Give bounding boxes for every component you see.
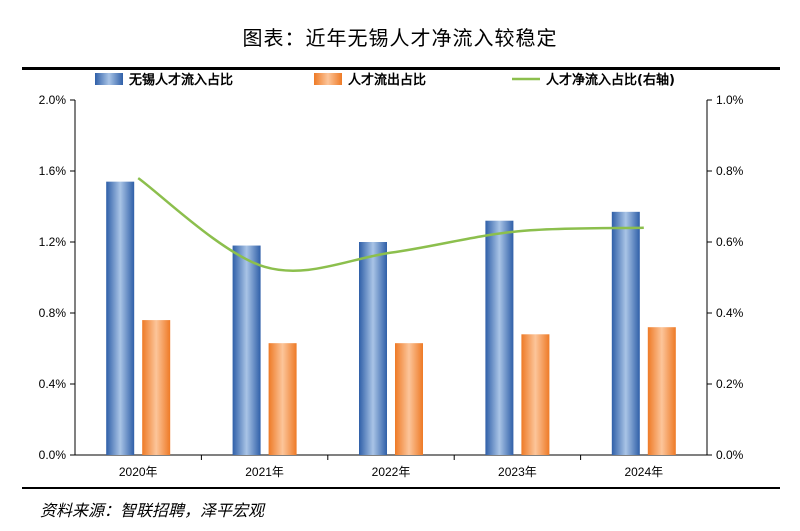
x-tick-label: 2023年 [498, 465, 537, 479]
bar-inflow [485, 220, 514, 455]
bar-outflow [647, 327, 676, 455]
x-tick-label: 2021年 [245, 465, 284, 479]
bar-inflow [106, 181, 135, 455]
legend-label-outflow: 人才流出占比 [348, 72, 426, 88]
y-right-tick-label: 0.8% [716, 164, 744, 178]
bar-outflow [521, 334, 550, 455]
y-right-tick-label: 0.4% [716, 306, 744, 320]
y-left-tick-label: 0.8% [39, 306, 67, 320]
series-line-net-inflow [137, 177, 644, 272]
chart-title: 图表：近年无锡人才净流入较稳定 [242, 26, 558, 50]
y-left-tick-label: 0.4% [39, 377, 67, 391]
x-tick-label: 2024年 [624, 465, 663, 479]
bar-inflow [611, 211, 640, 455]
bar-outflow [268, 343, 297, 455]
bar-outflow [395, 343, 423, 455]
y-right-tick-label: 0.2% [716, 377, 744, 391]
y-left-tick-label: 2.0% [39, 93, 67, 107]
legend-label-inflow: 无锡人才流入占比 [128, 72, 233, 88]
x-tick-label: 2020年 [119, 465, 158, 479]
y-right-tick-label: 1.0% [716, 93, 744, 107]
source-note: 资料来源：智联招聘，泽平宏观 [40, 501, 265, 520]
y-left-tick-label: 1.6% [39, 164, 67, 178]
legend-swatch-outflow [314, 73, 342, 85]
bar-inflow [232, 245, 261, 455]
y-left-tick-label: 0.0% [39, 448, 67, 462]
bar-inflow [359, 242, 387, 455]
bottom-rule [22, 487, 780, 489]
y-right-tick-label: 0.0% [716, 448, 744, 462]
legend-swatch-inflow [95, 73, 123, 85]
y-right-tick-label: 0.6% [716, 235, 744, 249]
legend-label-net: 人才净流入占比(右轴) [546, 72, 675, 88]
top-rule [22, 67, 780, 70]
y-left-tick-label: 1.2% [39, 235, 67, 249]
bar-outflow [142, 320, 171, 455]
x-tick-label: 2022年 [372, 465, 411, 479]
